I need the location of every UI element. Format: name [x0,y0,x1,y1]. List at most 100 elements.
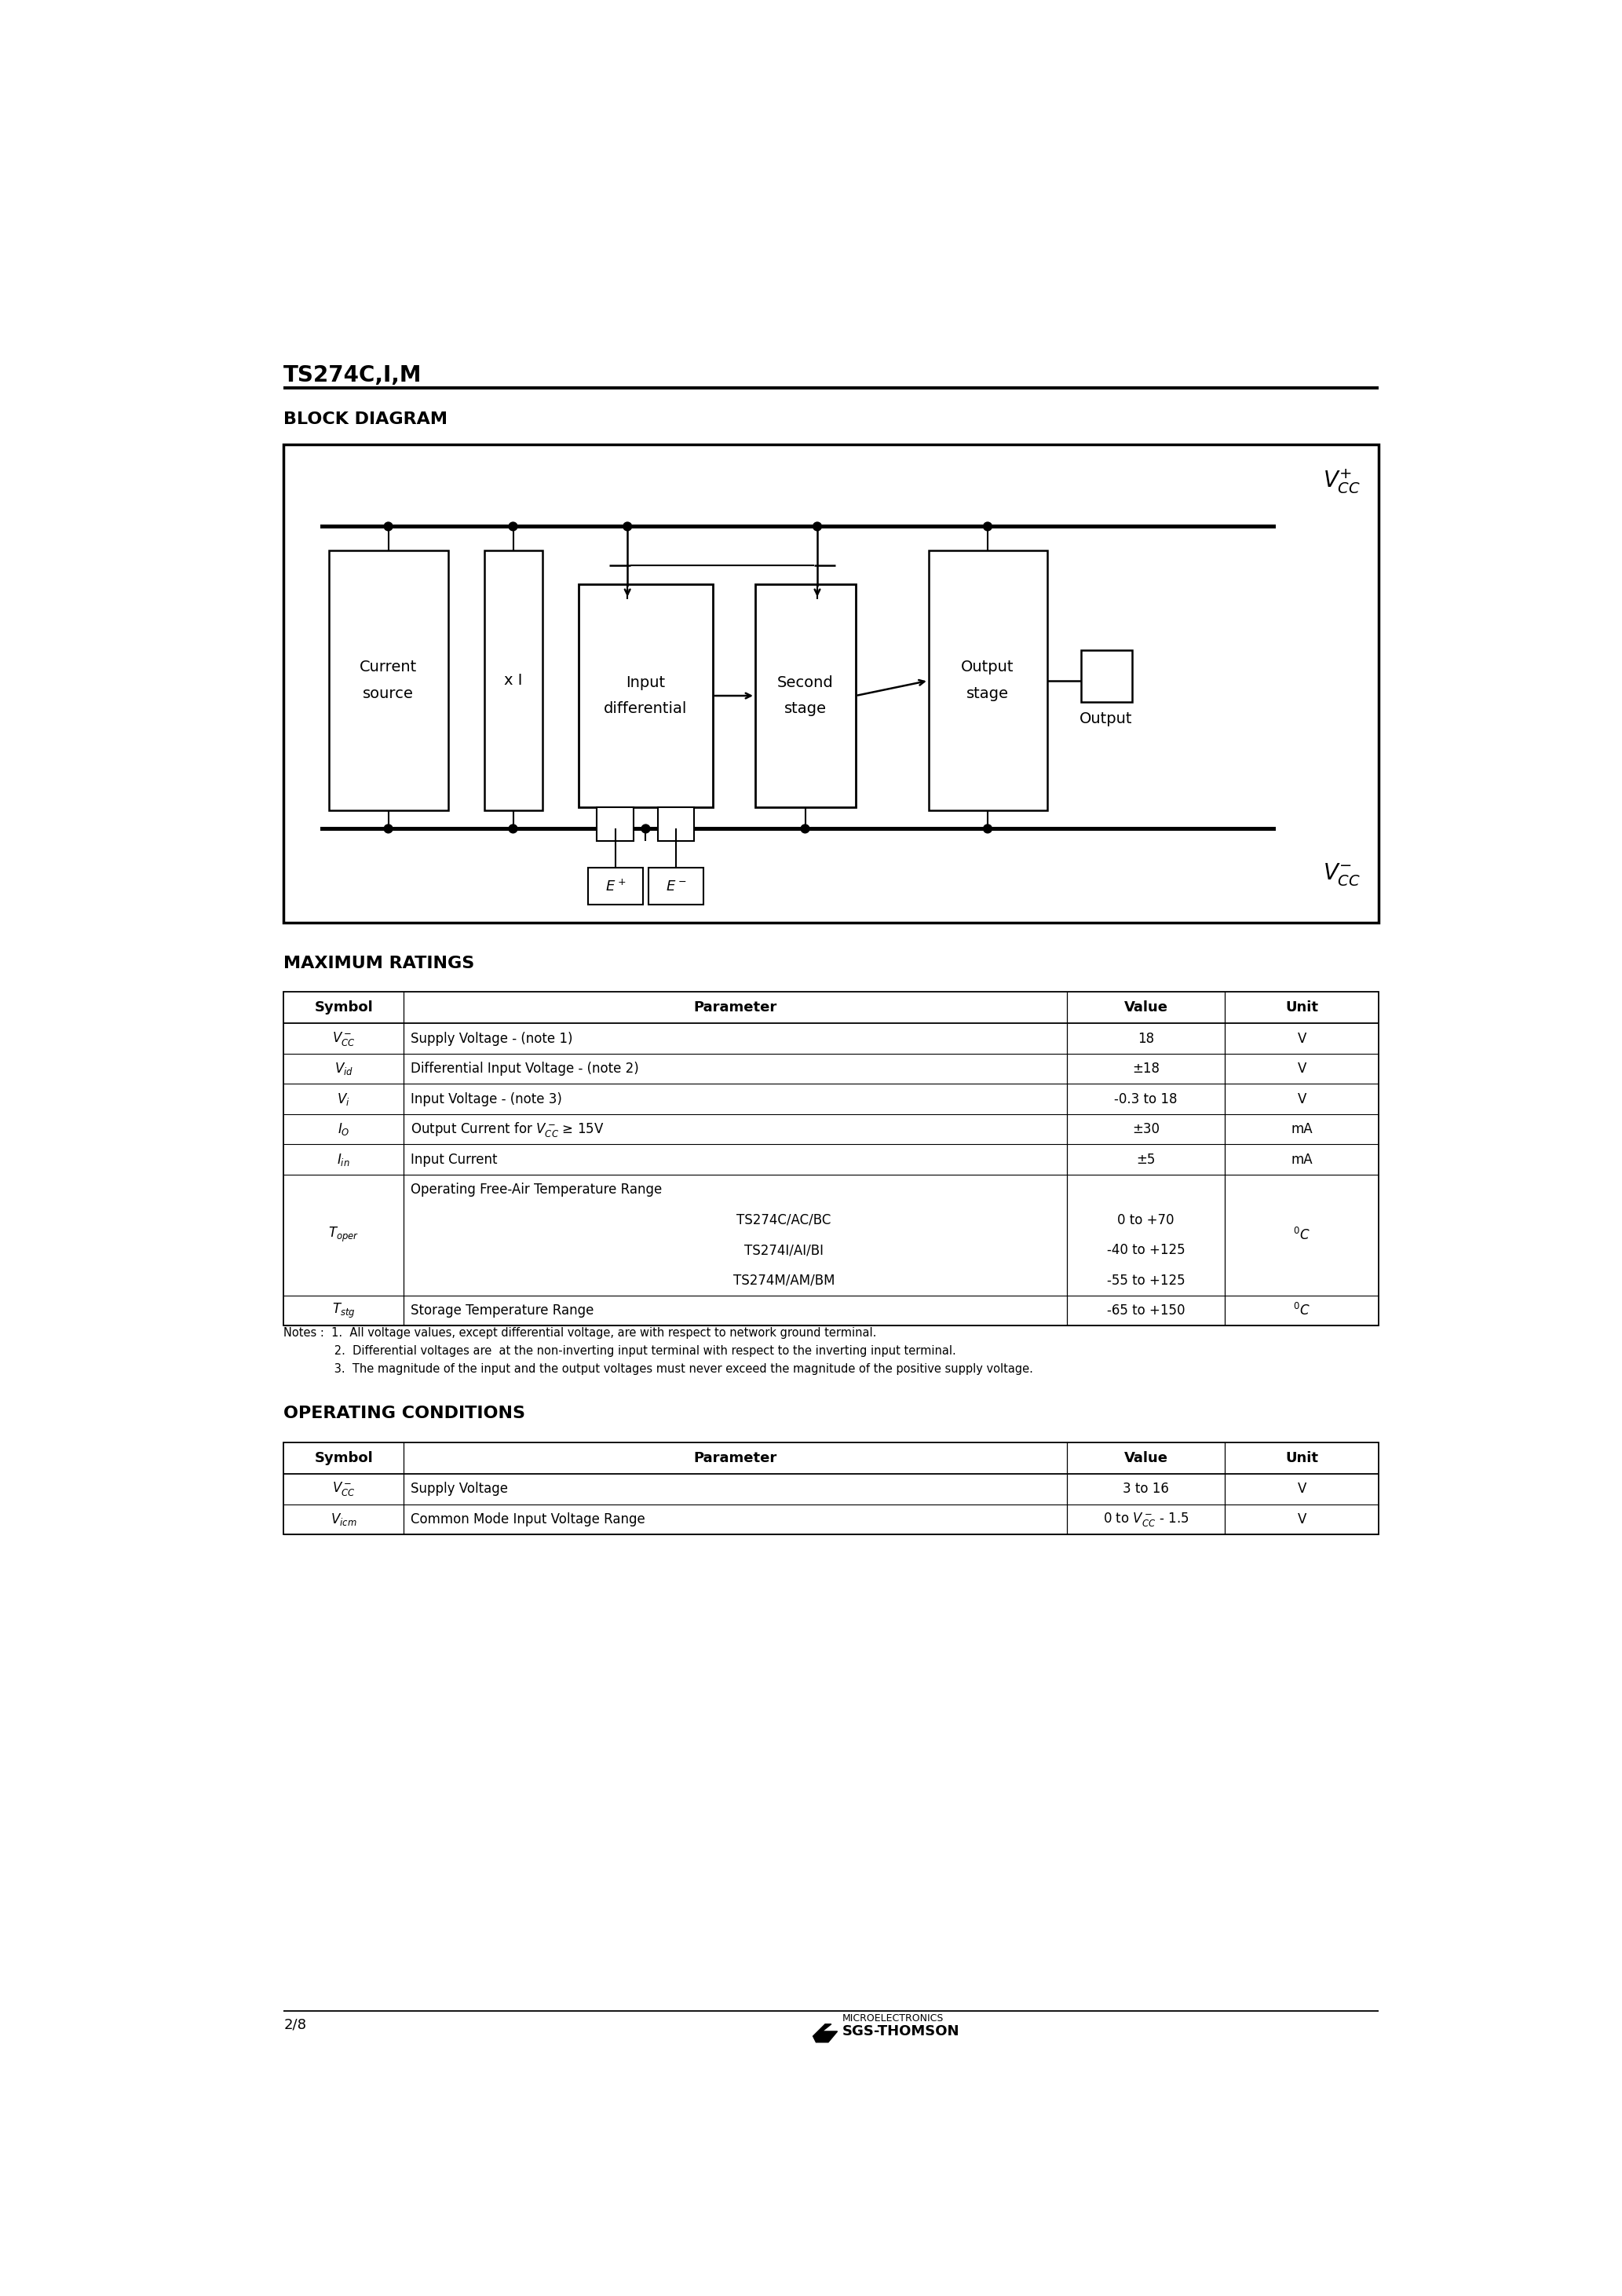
Text: SGS-THOMSON: SGS-THOMSON [842,2025,960,2039]
Text: BLOCK DIAGRAM: BLOCK DIAGRAM [284,411,448,427]
Text: -65 to +150: -65 to +150 [1106,1304,1186,1318]
Circle shape [384,521,393,530]
Bar [329,551,448,810]
Circle shape [509,521,517,530]
Bar [1080,650,1132,703]
Text: stage: stage [967,687,1009,700]
Text: Supply Voltage - (note 1): Supply Voltage - (note 1) [410,1031,573,1045]
Text: ±30: ±30 [1132,1123,1160,1137]
Circle shape [384,824,393,833]
Bar [284,992,1379,1325]
Text: TS274M/AM/BM: TS274M/AM/BM [733,1274,835,1288]
Text: Input Voltage - (note 3): Input Voltage - (note 3) [410,1093,563,1107]
Text: $V_{id}$: $V_{id}$ [334,1061,354,1077]
Text: Value: Value [1124,1001,1168,1015]
Circle shape [813,521,821,530]
Text: $T_{stg}$: $T_{stg}$ [333,1302,355,1320]
Text: Unit: Unit [1285,1001,1319,1015]
Text: MICROELECTRONICS: MICROELECTRONICS [842,2014,944,2023]
Text: V: V [1298,1513,1306,1527]
Bar [587,868,642,905]
Text: Output Current for $V_{CC}^-$ ≥ 15V: Output Current for $V_{CC}^-$ ≥ 15V [410,1120,605,1139]
Text: Storage Temperature Range: Storage Temperature Range [410,1304,594,1318]
Text: Unit: Unit [1285,1451,1319,1465]
Text: Supply Voltage: Supply Voltage [410,1481,508,1497]
Circle shape [983,521,993,530]
Text: $^0C$: $^0C$ [1293,1226,1311,1242]
Text: 2.  Differential voltages are  at the non-inverting input terminal with respect : 2. Differential voltages are at the non-… [284,1345,957,1357]
Text: Symbol: Symbol [315,1451,373,1465]
Text: -55 to +125: -55 to +125 [1106,1274,1186,1288]
Bar [284,1442,1379,1534]
Text: Symbol: Symbol [315,1001,373,1015]
Polygon shape [813,2025,837,2041]
Text: $^0C$: $^0C$ [1293,1302,1311,1318]
Text: V: V [1298,1031,1306,1045]
Text: $V_{icm}$: $V_{icm}$ [331,1511,357,1527]
Text: Common Mode Input Voltage Range: Common Mode Input Voltage Range [410,1513,646,1527]
Text: $V_{CC}^{+}$: $V_{CC}^{+}$ [1324,466,1361,496]
Text: Differential Input Voltage - (note 2): Differential Input Voltage - (note 2) [410,1061,639,1077]
Bar [284,445,1379,923]
Text: $T_{oper}$: $T_{oper}$ [328,1226,358,1244]
Text: Parameter: Parameter [694,1451,777,1465]
Text: TS274C,I,M: TS274C,I,M [284,365,422,386]
Circle shape [509,824,517,833]
Text: $I_{in}$: $I_{in}$ [337,1153,350,1166]
Text: Value: Value [1124,1451,1168,1465]
Text: ±5: ±5 [1137,1153,1155,1166]
Text: V: V [1298,1061,1306,1077]
Text: TS274C/AC/BC: TS274C/AC/BC [736,1212,830,1226]
Text: $V_{CC}^-$: $V_{CC}^-$ [333,1481,355,1497]
Text: Current: Current [360,659,417,675]
Bar [929,551,1048,810]
Text: 3 to 16: 3 to 16 [1122,1481,1169,1497]
Text: mA: mA [1291,1153,1312,1166]
Bar [659,808,694,840]
Text: $V_i$: $V_i$ [337,1091,350,1107]
Bar [485,551,542,810]
Text: Output: Output [962,659,1014,675]
Text: Notes :  1.  All voltage values, except differential voltage, are with respect t: Notes : 1. All voltage values, except di… [284,1327,878,1339]
Text: $E^+$: $E^+$ [605,879,626,893]
Text: Second: Second [777,675,834,689]
Text: 3.  The magnitude of the input and the output voltages must never exceed the mag: 3. The magnitude of the input and the ou… [284,1364,1033,1375]
Text: V: V [1298,1093,1306,1107]
Text: differential: differential [603,703,688,716]
Text: OPERATING CONDITIONS: OPERATING CONDITIONS [284,1405,526,1421]
Text: Parameter: Parameter [694,1001,777,1015]
Text: ±18: ±18 [1132,1061,1160,1077]
Text: $V_{CC}^-$: $V_{CC}^-$ [333,1031,355,1047]
Text: Operating Free-Air Temperature Range: Operating Free-Air Temperature Range [410,1182,662,1196]
Text: $V_{CC}^{-}$: $V_{CC}^{-}$ [1324,861,1361,886]
Bar [284,386,1379,390]
Text: 0 to $V_{CC}^-$ - 1.5: 0 to $V_{CC}^-$ - 1.5 [1103,1511,1189,1527]
Bar [320,827,1275,831]
Text: x I: x I [504,673,522,689]
Text: 18: 18 [1137,1031,1155,1045]
Circle shape [641,824,650,833]
Text: 0 to +70: 0 to +70 [1118,1212,1174,1226]
Circle shape [983,824,993,833]
Text: V: V [1298,1481,1306,1497]
Text: $I_O$: $I_O$ [337,1120,350,1137]
Text: -0.3 to 18: -0.3 to 18 [1114,1093,1178,1107]
Text: TS274I/AI/BI: TS274I/AI/BI [744,1242,824,1258]
Text: source: source [363,687,414,700]
Text: MAXIMUM RATINGS: MAXIMUM RATINGS [284,955,475,971]
Bar [756,583,856,808]
Text: -40 to +125: -40 to +125 [1106,1242,1186,1258]
Text: mA: mA [1291,1123,1312,1137]
Bar [649,868,704,905]
Bar [284,992,1379,1024]
Text: Input Current: Input Current [410,1153,498,1166]
Bar [284,1442,1379,1474]
Text: stage: stage [783,703,826,716]
Bar [579,583,712,808]
Bar [597,808,634,840]
Text: 2/8: 2/8 [284,2018,307,2032]
Circle shape [801,824,809,833]
Text: Output: Output [1080,712,1132,726]
Text: $E^-$: $E^-$ [665,879,686,893]
Bar [320,523,1275,528]
